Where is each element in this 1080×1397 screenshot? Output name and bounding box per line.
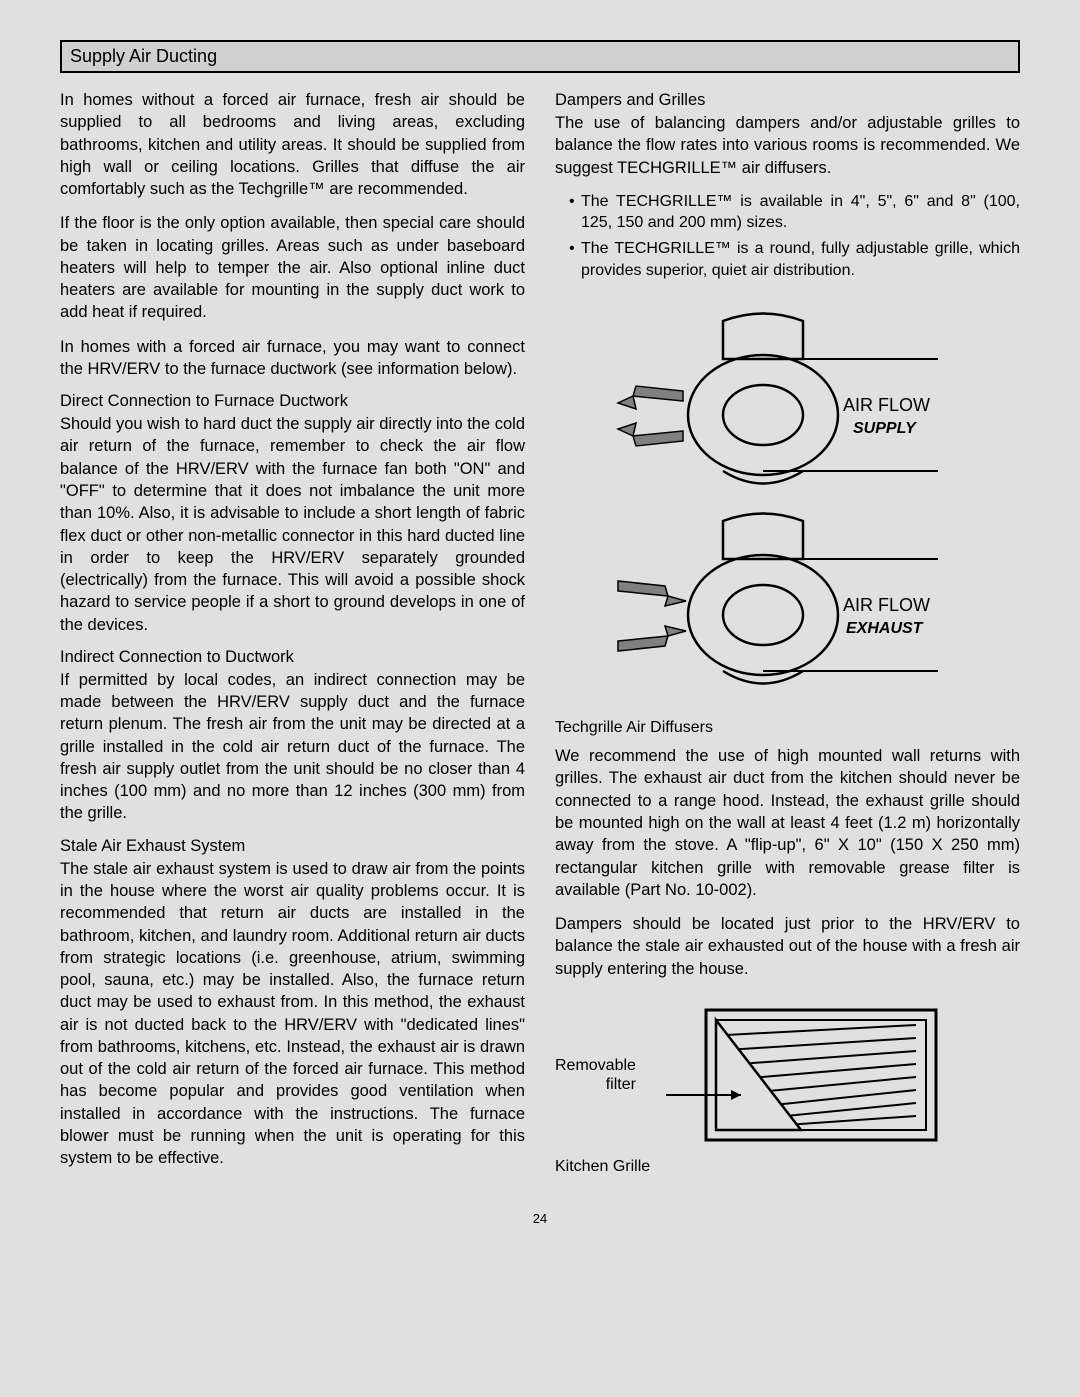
body-text: If permitted by local codes, an indirect… — [60, 669, 525, 825]
right-column: Dampers and Grilles The use of balancing… — [555, 89, 1020, 1181]
body-text: In homes without a forced air furnace, f… — [60, 89, 525, 200]
kitchen-grille-figure: Removable filter — [555, 1000, 1020, 1150]
list-item: The TECHGRILLE™ is a round, fully adjust… — [569, 238, 1020, 281]
body-text: Should you wish to hard duct the supply … — [60, 413, 525, 636]
body-text: If the floor is the only option availabl… — [60, 212, 525, 323]
body-text: In homes with a forced air furnace, you … — [60, 336, 525, 381]
diffuser-diagram-icon: AIR FLOW SUPPLY AIR FLOW — [608, 301, 968, 711]
body-text: We recommend the use of high mounted wal… — [555, 745, 1020, 901]
airflow-label: AIR FLOW — [843, 395, 930, 415]
figure-caption: Techgrille Air Diffusers — [555, 719, 1020, 737]
figure-caption: Kitchen Grille — [555, 1158, 1020, 1176]
removable-filter-label: Removable filter — [555, 1056, 636, 1094]
subheading: Indirect Connection to Ductwork — [60, 648, 525, 667]
airflow-label: AIR FLOW — [843, 595, 930, 615]
list-item: The TECHGRILLE™ is available in 4", 5", … — [569, 191, 1020, 234]
kitchen-grille-icon — [646, 1000, 946, 1150]
section-header: Supply Air Ducting — [60, 40, 1020, 73]
diffuser-figure: AIR FLOW SUPPLY AIR FLOW — [555, 301, 1020, 737]
body-text: The stale air exhaust system is used to … — [60, 858, 525, 1170]
exhaust-label: EXHAUST — [846, 620, 924, 637]
body-text: Dampers should be located just prior to … — [555, 913, 1020, 980]
bullet-list: The TECHGRILLE™ is available in 4", 5", … — [555, 191, 1020, 281]
body-text: The use of balancing dampers and/or adju… — [555, 112, 1020, 179]
subheading: Stale Air Exhaust System — [60, 837, 525, 856]
document-page: Supply Air Ducting In homes without a fo… — [60, 40, 1020, 1226]
subheading: Dampers and Grilles — [555, 91, 1020, 110]
supply-label: SUPPLY — [853, 420, 917, 437]
page-number: 24 — [60, 1211, 1020, 1226]
left-column: In homes without a forced air furnace, f… — [60, 89, 525, 1181]
subheading: Direct Connection to Furnace Ductwork — [60, 392, 525, 411]
two-column-layout: In homes without a forced air furnace, f… — [60, 89, 1020, 1181]
